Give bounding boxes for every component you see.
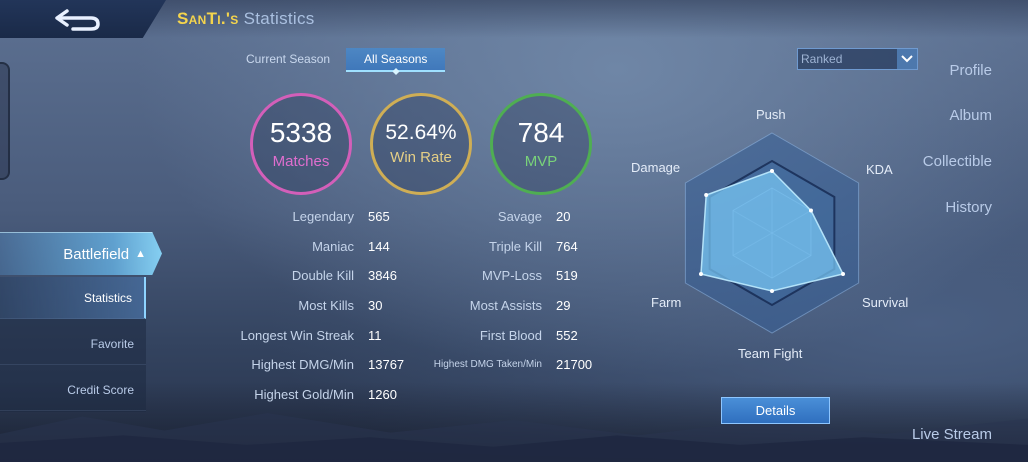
stat-value: 552	[556, 328, 578, 343]
radar-label-damage: Damage	[631, 160, 681, 175]
stat-value: 144	[368, 239, 390, 254]
page-title: SanTi.'s Statistics	[177, 9, 315, 29]
stat-value: 565	[368, 209, 390, 224]
dropdown-value: Ranked	[801, 52, 843, 66]
stat-label: Highest Gold/Min	[254, 387, 354, 402]
radar-label-survival: Survival	[862, 295, 909, 310]
stat-value: 3846	[368, 268, 397, 283]
stat-label: MVP-Loss	[482, 268, 542, 283]
stat-value: 29	[556, 298, 571, 313]
stat-value: 519	[556, 268, 578, 283]
mvp-stat: 784 MVP	[490, 93, 592, 195]
radar-label-kda: KDA	[866, 162, 893, 177]
stat-label: Most Kills	[298, 298, 354, 313]
mvp-label: MVP	[524, 152, 558, 170]
stat-value: 20	[556, 209, 571, 224]
stat-label: Highest DMG Taken/Min	[433, 359, 542, 370]
win-rate-value: 52.64%	[385, 121, 457, 144]
mvp-value: 784	[517, 116, 565, 148]
sidebar-item-live-stream[interactable]: Live Stream	[911, 426, 992, 443]
stat-label: First Blood	[479, 328, 542, 343]
sidebar-subpanel: Statistics Favorite Credit Score	[0, 277, 146, 412]
stat-label: Most Assists	[469, 298, 542, 313]
sidebar-item-album[interactable]: Album	[949, 107, 992, 124]
stat-value: 21700	[556, 357, 593, 372]
tab-current-season[interactable]: Current Season	[246, 52, 331, 66]
mode-dropdown[interactable]: Ranked	[797, 48, 918, 70]
player-name: SanTi.'s	[177, 9, 239, 28]
win-rate-label: Win Rate	[390, 149, 452, 166]
sidebar-item-battlefield[interactable]: Battlefield ▲	[0, 232, 162, 275]
stat-label: Savage	[497, 209, 542, 224]
sidebar-item-label: Battlefield	[63, 245, 130, 263]
details-button[interactable]: Details	[721, 397, 830, 424]
radar-chart	[684, 132, 860, 334]
chevron-up-icon: ▲	[135, 248, 146, 260]
win-rate-stat: 52.64% Win Rate	[370, 93, 472, 195]
back-button[interactable]	[0, 0, 166, 38]
radar-point	[770, 289, 774, 293]
radar-label-team-fight: Team Fight	[738, 346, 803, 361]
sidebar-subitem-statistics[interactable]: Statistics	[0, 277, 146, 319]
matches-stat: 5338 Matches	[250, 93, 352, 195]
stat-label: Legendary	[292, 209, 354, 224]
stat-value: 1260	[368, 387, 397, 402]
tab-all-seasons[interactable]: All Seasons	[346, 48, 446, 72]
stat-label: Longest Win Streak	[240, 328, 354, 343]
radar-point	[770, 169, 774, 173]
radar-point	[808, 208, 813, 213]
radar-point	[704, 193, 709, 197]
sidebar-subitem-favorite[interactable]: Favorite	[0, 323, 146, 365]
stat-value: 764	[556, 239, 578, 254]
sidebar-subitem-credit-score[interactable]: Credit Score	[0, 369, 146, 411]
stat-value: 30	[368, 298, 383, 313]
chevron-down-icon[interactable]	[897, 49, 917, 69]
stat-value: 13767	[368, 357, 405, 372]
top-bar: SanTi.'s Statistics	[0, 0, 1028, 38]
radar-label-farm: Farm	[651, 295, 682, 310]
stat-label: Triple Kill	[489, 239, 542, 254]
radar-point	[698, 272, 703, 276]
sidebar-item-collectible[interactable]: Collectible	[922, 153, 992, 170]
title-suffix: Statistics	[243, 9, 315, 28]
matches-label: Matches	[272, 152, 330, 170]
sidebar-item-profile[interactable]: Profile	[949, 62, 992, 79]
radar-point	[841, 272, 846, 276]
stat-label: Double Kill	[291, 268, 354, 283]
stat-label: Maniac	[312, 239, 354, 254]
season-tabs: Current Season All Seasons	[238, 48, 446, 72]
stat-value: 11	[368, 328, 382, 343]
back-arrow-icon	[55, 9, 100, 31]
stat-label: Highest DMG/Min	[251, 357, 354, 372]
matches-value: 5338	[269, 116, 333, 148]
radar-label-push: Push	[756, 107, 786, 122]
sidebar-item-history[interactable]: History	[945, 199, 992, 216]
sidebar-edge-handle	[0, 62, 10, 180]
